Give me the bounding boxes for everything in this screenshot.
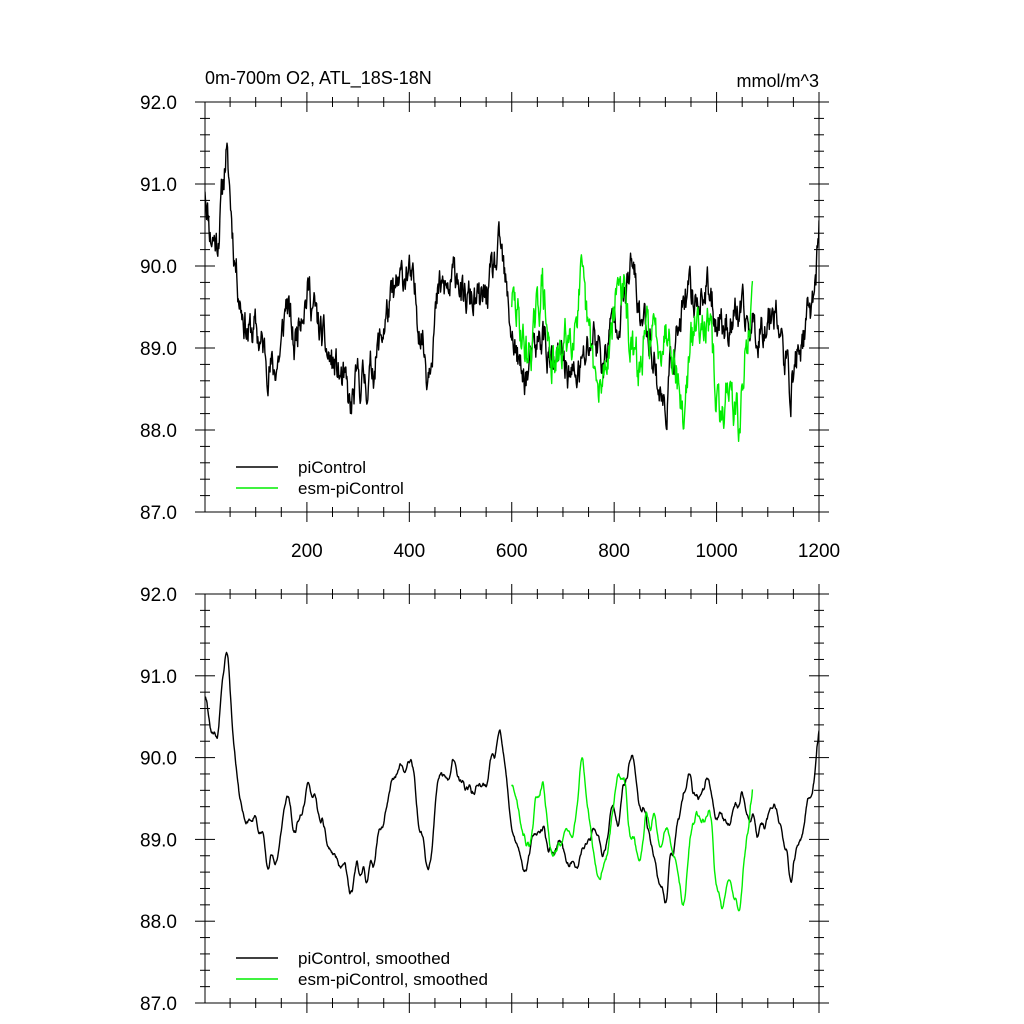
- top-panel: 87.0 88.0 89.0 90.0 91.0 92.0 200 400 600 800 1000…: [140, 68, 840, 562]
- y-tick-label: 88.0: [140, 421, 177, 442]
- series-line-esm-picontrol: [511, 254, 754, 443]
- plot-frame: [204, 593, 820, 1004]
- bottom-panel: 87.0 88.0 89.0 90.0 91.0 92.0 piControl, smoot…: [140, 584, 829, 1015]
- chart-title: 0m-700m O2, ATL_18S-18N: [205, 68, 432, 89]
- legend-label: esm-piControl: [298, 479, 404, 498]
- legend: piControl esm-piControl: [236, 458, 404, 498]
- y-tick-label: 91.0: [140, 667, 177, 688]
- x-tick-label: 800: [598, 541, 630, 562]
- x-tick-label: 1200: [798, 541, 840, 562]
- y-tick-label: 89.0: [140, 830, 177, 851]
- series-line-esm-picontrol-smoothed: [511, 757, 754, 912]
- y-tick-label: 89.0: [140, 339, 177, 360]
- series-line-picontrol-smoothed: [205, 651, 819, 904]
- y-tick-label: 88.0: [140, 912, 177, 933]
- y-tick-label: 87.0: [140, 503, 177, 524]
- axis-ticks: [195, 92, 829, 522]
- y-tick-label: 90.0: [140, 749, 177, 770]
- y-tick-label: 92.0: [140, 585, 177, 606]
- y-tick-label: 91.0: [140, 175, 177, 196]
- legend-label: esm-piControl, smoothed: [298, 970, 488, 989]
- x-tick-label: 1000: [695, 541, 737, 562]
- x-tick-label: 600: [496, 541, 528, 562]
- series-line-picontrol: [205, 142, 819, 431]
- x-tick-label: 200: [291, 541, 323, 562]
- y-tick-label: 92.0: [140, 93, 177, 114]
- legend: piControl, smoothed esm-piControl, smooth…: [236, 949, 488, 989]
- legend-label: piControl: [298, 458, 366, 477]
- axis-ticks: [195, 584, 829, 1013]
- x-tick-label: 400: [393, 541, 425, 562]
- y-tick-label: 87.0: [140, 994, 177, 1015]
- units-label: mmol/m^3: [737, 71, 819, 91]
- legend-label: piControl, smoothed: [298, 949, 450, 968]
- y-tick-label: 90.0: [140, 257, 177, 278]
